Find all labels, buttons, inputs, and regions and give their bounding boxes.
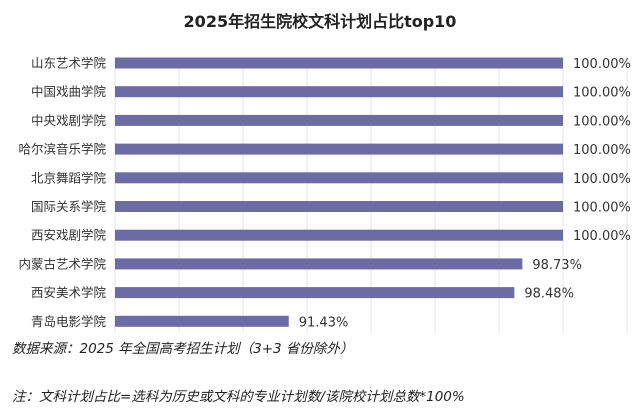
category-label: 西安美术学院 [31,285,107,300]
category-label: 内蒙古艺术学院 [18,256,106,271]
data-label: 100.00% [573,172,631,187]
category-label: 国际关系学院 [31,199,107,214]
category-label: 西安戏剧学院 [31,228,107,243]
bar [115,86,563,98]
category-label: 北京舞蹈学院 [31,170,107,185]
data-label: 100.00% [573,229,631,244]
category-label: 中国戏曲学院 [31,84,107,99]
bar [115,315,289,327]
bar [115,287,515,299]
footnote: 注：文科计划占比=选科为历史或文科的专业计划数/该院校计划总数*100% [12,389,465,405]
data-label: 98.48% [524,287,574,302]
data-label: 100.00% [573,86,631,101]
bar [115,258,523,270]
data-label: 100.00% [573,201,631,216]
category-label: 山东艺术学院 [31,56,107,71]
bar [115,57,563,69]
category-label: 中央戏剧学院 [31,113,107,128]
chart-title: 2025年招生院校文科计划占比top10 [184,12,457,31]
data-label: 100.00% [573,143,631,158]
data-label: 98.73% [532,258,582,273]
data-source: 数据来源：2025 年全国高考招生计划（3+3 省份除外） [12,341,353,357]
data-label: 100.00% [573,57,631,72]
data-label: 100.00% [573,114,631,129]
bar [115,229,563,241]
bar [115,114,563,126]
bar [115,143,563,155]
category-label: 青岛电影学院 [31,314,107,329]
bar [115,201,563,212]
bar [115,172,563,184]
category-label: 哈尔滨音乐学院 [18,142,106,157]
data-label: 91.43% [299,315,349,330]
